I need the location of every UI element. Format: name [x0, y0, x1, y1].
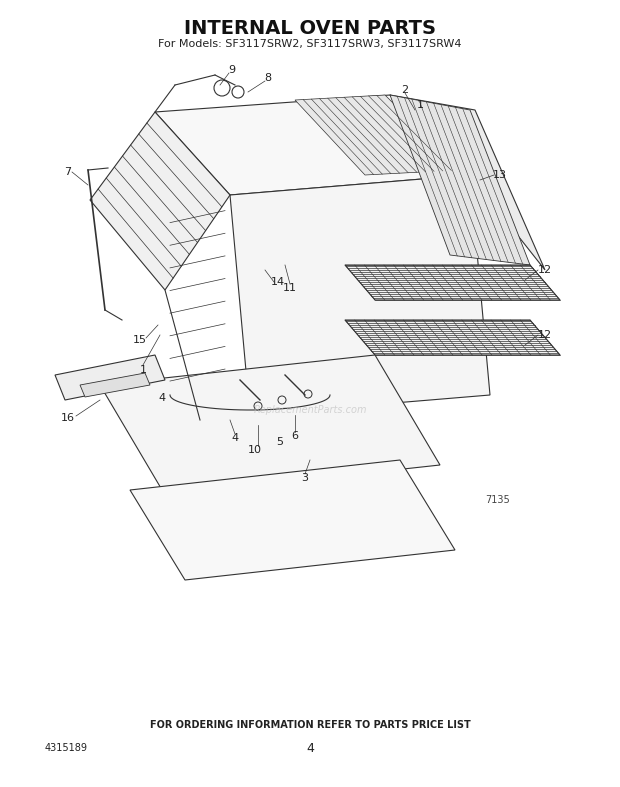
Text: 12: 12 — [538, 265, 552, 275]
Text: 4: 4 — [306, 741, 314, 755]
Text: 4: 4 — [231, 433, 239, 443]
Polygon shape — [390, 95, 530, 265]
Text: 12: 12 — [538, 330, 552, 340]
Text: 7: 7 — [64, 167, 71, 177]
Text: 9: 9 — [228, 65, 236, 75]
Text: 13: 13 — [493, 170, 507, 180]
Polygon shape — [80, 373, 150, 397]
Polygon shape — [155, 95, 470, 195]
Text: 4: 4 — [159, 393, 166, 403]
Polygon shape — [345, 265, 560, 300]
Polygon shape — [345, 320, 560, 355]
Text: 6: 6 — [291, 431, 298, 441]
Text: 10: 10 — [248, 445, 262, 455]
Text: 15: 15 — [133, 335, 147, 345]
Text: 4315189: 4315189 — [45, 743, 88, 753]
Text: 7135: 7135 — [485, 495, 510, 505]
Text: 2: 2 — [401, 85, 409, 95]
Text: 8: 8 — [265, 73, 272, 83]
Text: 3: 3 — [301, 473, 309, 483]
Polygon shape — [230, 175, 490, 415]
Text: 5: 5 — [277, 437, 283, 447]
Polygon shape — [295, 95, 460, 175]
Text: 1: 1 — [417, 100, 423, 110]
Text: 1: 1 — [140, 365, 146, 375]
Polygon shape — [90, 112, 230, 290]
Text: FOR ORDERING INFORMATION REFER TO PARTS PRICE LIST: FOR ORDERING INFORMATION REFER TO PARTS … — [149, 720, 471, 730]
Text: INTERNAL OVEN PARTS: INTERNAL OVEN PARTS — [184, 19, 436, 38]
Polygon shape — [55, 355, 165, 400]
Polygon shape — [130, 460, 455, 580]
Polygon shape — [390, 95, 545, 270]
Text: For Models: SF3117SRW2, SF3117SRW3, SF3117SRW4: For Models: SF3117SRW2, SF3117SRW3, SF31… — [158, 39, 462, 49]
Text: 16: 16 — [61, 413, 75, 423]
Text: ReplacementParts.com: ReplacementParts.com — [253, 405, 367, 415]
Text: 14: 14 — [271, 277, 285, 287]
Polygon shape — [100, 355, 440, 495]
Text: 11: 11 — [283, 283, 297, 293]
